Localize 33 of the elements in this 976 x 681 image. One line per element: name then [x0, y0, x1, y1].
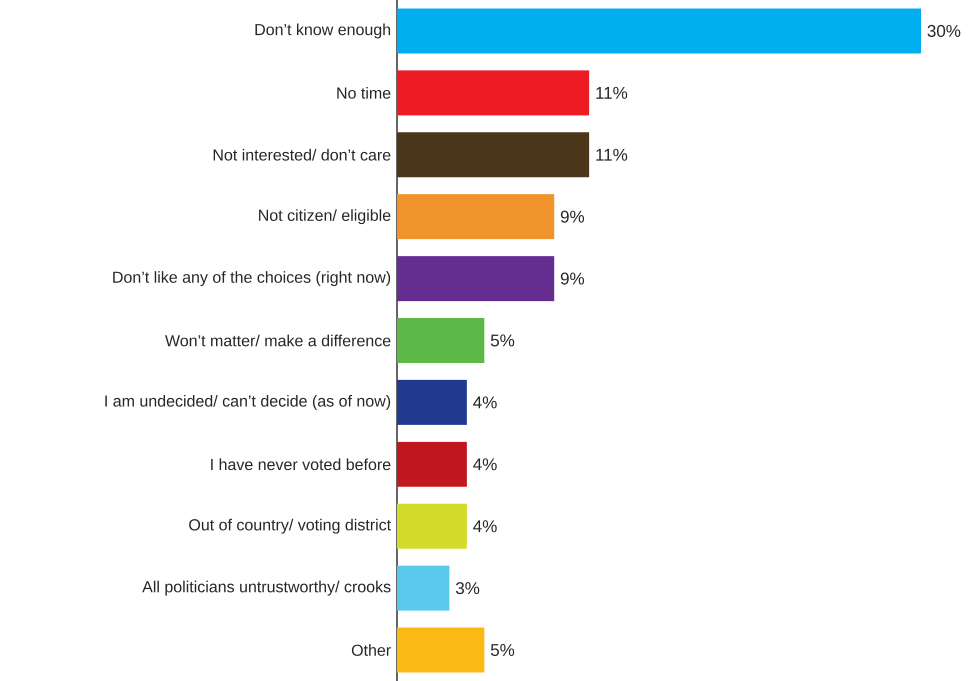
y-tick-label: Out of country/ voting district — [189, 518, 392, 534]
bar — [397, 8, 922, 54]
bar — [397, 70, 590, 116]
data-label: 11% — [596, 86, 628, 99]
y-tick-label: I have never voted before — [211, 458, 390, 470]
y-tick-label: No time — [337, 86, 390, 99]
y-tick-label: Won’t matter/ make a difference — [165, 334, 390, 346]
data-label: 4% — [473, 458, 497, 470]
bar — [397, 194, 554, 240]
y-tick-label: All politicians untrustworthy/ crooks — [142, 580, 391, 596]
y-tick-label: Not interested/ don’t care — [214, 148, 390, 161]
bar — [397, 380, 467, 425]
data-label: 4% — [473, 396, 497, 408]
y-tick-label: Don’t like any of the choices (right now) — [113, 271, 390, 286]
data-label: 5% — [490, 334, 514, 346]
data-label: 9% — [560, 272, 584, 285]
y-tick-label: Not citizen/ eligible — [259, 209, 390, 224]
y-tick-label: Other — [352, 644, 391, 656]
data-label: 4% — [473, 520, 497, 532]
bar — [397, 566, 450, 611]
y-tick-label: Don’t know enough — [255, 23, 390, 38]
bar — [397, 256, 554, 302]
bar — [397, 442, 467, 487]
bar — [397, 318, 484, 363]
bar — [397, 504, 467, 549]
bar — [397, 132, 590, 178]
data-label: 3% — [456, 582, 480, 594]
data-label: 11% — [596, 148, 628, 161]
data-label: 30% — [928, 24, 960, 37]
bar — [397, 628, 484, 673]
data-label: 5% — [490, 644, 514, 656]
y-tick-label: I am undecided/ can’t decide (as of now) — [105, 394, 390, 410]
data-label: 9% — [560, 210, 584, 223]
